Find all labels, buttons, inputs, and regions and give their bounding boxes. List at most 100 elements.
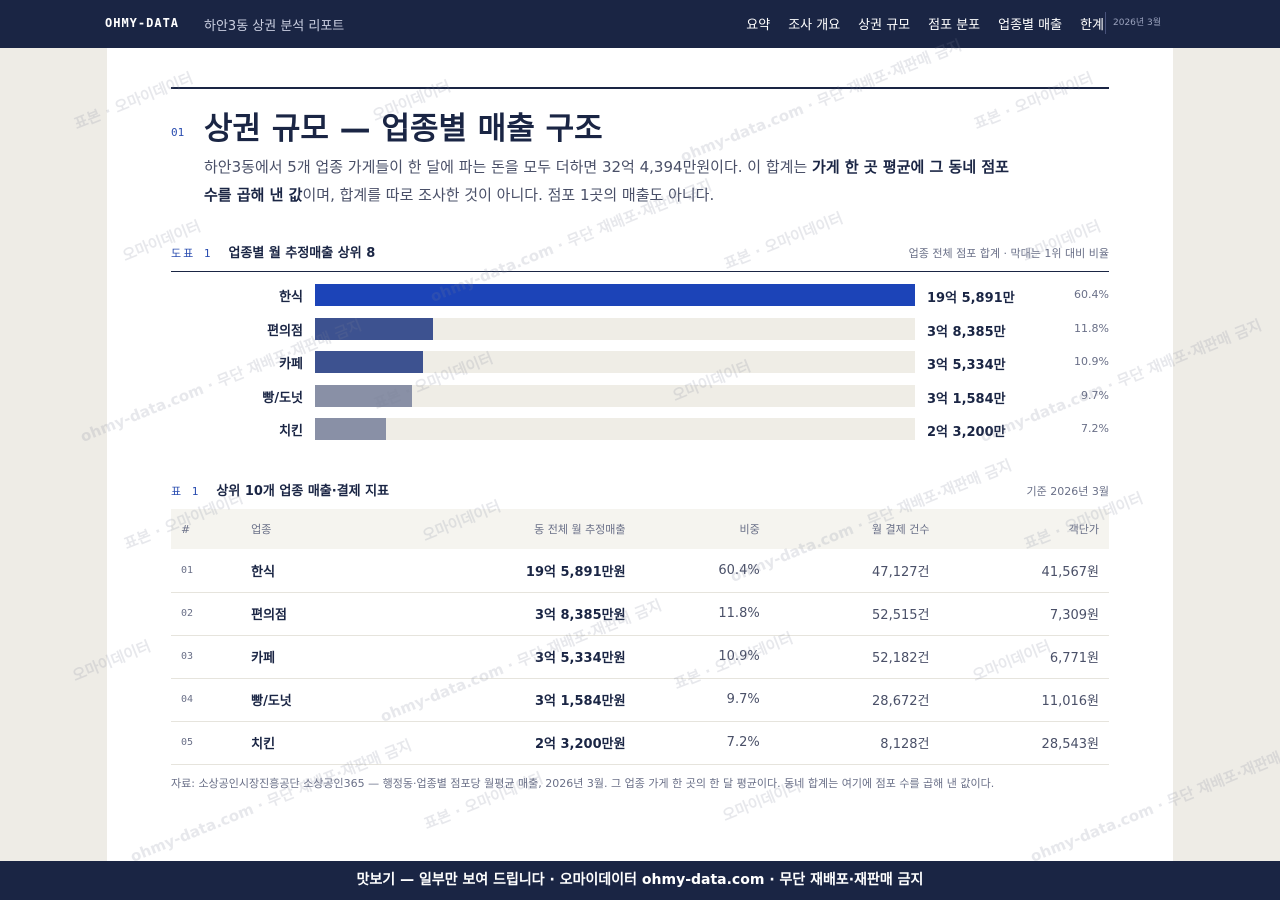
lede-text: 이며, 합계를 따로 조사한 것이 아니다. 점포 1곳의 매출도 아니다. (302, 186, 715, 204)
table-cell: 3억 5,334만원 (373, 635, 636, 679)
bar-track (315, 284, 915, 306)
table-cell: 7.2% (635, 721, 770, 765)
bar-track (315, 317, 915, 340)
section-number: 01 (171, 126, 185, 139)
table-cell: 11.8% (635, 592, 770, 636)
figure-title: 업종별 월 추정매출 상위 8 (228, 246, 376, 261)
table-cell: 10.9% (635, 635, 770, 679)
footer: 맛보기 — 일부만 보여 드립니다 · 오마이데이터 ohmy-data.com… (0, 861, 1280, 900)
nav-item[interactable]: 요약 (746, 18, 771, 33)
bar-row: 빵/도넛 3억 1,584만 9.7% (171, 384, 1109, 407)
table-row: 01 한식 19억 5,891만원 60.4% 47,127건 41,567원 (171, 549, 1109, 593)
table-cell: 47,127건 (769, 549, 940, 593)
table-cell: 3억 8,385만원 (373, 592, 636, 636)
table-header: # 업종 동 전체 월 추정매출 비중 월 결제 건수 객단가 (171, 509, 1109, 549)
bar (315, 351, 424, 373)
table-cell: 52,515건 (769, 592, 940, 636)
table-row: 02 편의점 3억 8,385만원 11.8% 52,515건 7,309원 (171, 592, 1109, 636)
bar-row: 편의점 3억 8,385만 11.8% (171, 317, 1109, 340)
table-cell: 한식 (241, 549, 374, 593)
bar (315, 384, 412, 407)
table-title: 상위 10개 업종 매출·결제 지표 (216, 484, 390, 499)
bar-share: 60.4% (1074, 288, 1109, 301)
nav-item[interactable]: 조사 개요 (788, 18, 841, 33)
column-header: # (171, 509, 242, 549)
figure-note: 업종 전체 점포 합계 · 막대는 1위 대비 비율 (908, 247, 1109, 260)
table-cell: 빵/도넛 (241, 678, 374, 722)
nav-item[interactable]: 업종별 매출 (998, 18, 1063, 33)
column-header: 객단가 (939, 509, 1109, 549)
brand[interactable]: OHMY-DATA (105, 16, 180, 30)
table-note: 기준 2026년 3월 (1026, 485, 1109, 498)
bar-value: 3억 8,385만 (927, 324, 1006, 340)
table-cell: 8,128건 (769, 721, 940, 765)
table-cell: 9.7% (635, 678, 770, 722)
table: # 업종 동 전체 월 추정매출 비중 월 결제 건수 객단가 01 한식 19억 5,891만… (171, 509, 1109, 765)
table-cell: 03 (171, 635, 242, 679)
table-cell: 52,182건 (769, 635, 940, 679)
bar-label: 편의점 (267, 323, 303, 339)
table-cell: 11,016원 (939, 678, 1109, 722)
bar-share: 7.2% (1081, 422, 1109, 435)
lede-text: 하안3동에서 5개 업종 가게들이 한 달에 파는 돈을 모두 더하면 32억 … (204, 158, 813, 176)
bar (315, 418, 387, 440)
bar-label: 카페 (279, 357, 303, 372)
bar (315, 317, 433, 340)
table-cell: 카페 (241, 635, 374, 679)
bar-track (315, 351, 915, 373)
table-caption: 표 1 상위 10개 업종 매출·결제 지표 기준 2026년 3월 (171, 480, 1109, 509)
table-cell: 60.4% (635, 549, 770, 593)
table-cell: 41,567원 (939, 549, 1109, 593)
bar-row: 치킨 2억 3,200만 7.2% (171, 418, 1109, 440)
table-cell: 19억 5,891만원 (373, 549, 636, 593)
column-header: 동 전체 월 추정매출 (373, 509, 636, 549)
nav: 요약 조사 개요 상권 규모 점포 분포 업종별 매출 한계 (746, 14, 1104, 33)
figure-label: 도표 1 (171, 247, 213, 260)
report-title: 하안3동 상권 분석 리포트 (204, 19, 345, 34)
bar-share: 11.8% (1074, 321, 1109, 335)
table-cell: 01 (171, 549, 242, 593)
table-cell: 04 (171, 678, 242, 722)
table-cell: 02 (171, 592, 242, 636)
table-cell: 28,672건 (769, 678, 940, 722)
table-row: 04 빵/도넛 3억 1,584만원 9.7% 28,672건 11,016원 (171, 678, 1109, 722)
nav-item[interactable]: 상권 규모 (858, 18, 911, 33)
source: 자료: 소상공인시장진흥공단 소상공인365 — 행정동·업종별 점포당 월평균… (171, 777, 995, 790)
figure-caption: 도표 1 업종별 월 추정매출 상위 8 업종 전체 점포 합계 · 막대는 1… (171, 242, 1109, 272)
bar-value: 19억 5,891만 (927, 291, 1015, 306)
bar-track (315, 384, 915, 407)
table-row: 05 치킨 2억 3,200만원 7.2% 8,128건 28,543원 (171, 721, 1109, 765)
table-cell: 2억 3,200만원 (373, 721, 636, 765)
bar-share: 9.7% (1081, 388, 1109, 402)
bar-track (315, 418, 915, 440)
table-cell: 3억 1,584만원 (373, 678, 636, 722)
bar-value: 3억 5,334만 (927, 358, 1006, 373)
table-label: 표 1 (171, 485, 201, 498)
top-bar: OHMY-DATA 하안3동 상권 분석 리포트 요약 조사 개요 상권 규모 점포 … (0, 0, 1280, 48)
lede-bold: 가게 한 곳 평균에 그 동네 점포 수를 곱해 낸 값 (204, 158, 1009, 204)
table-cell: 05 (171, 721, 242, 765)
column-header: 월 결제 건수 (769, 509, 940, 549)
column-header: 비중 (635, 509, 770, 549)
date: 2026년 3월 (1105, 12, 1161, 34)
bar-label: 빵/도넛 (262, 390, 303, 406)
column-header: 업종 (241, 509, 374, 549)
table-cell: 치킨 (241, 721, 374, 765)
bar-share: 10.9% (1074, 355, 1109, 368)
nav-item[interactable]: 한계 (1080, 18, 1104, 33)
lede: 하안3동에서 5개 업종 가게들이 한 달에 파는 돈을 모두 더하면 32억 … (204, 153, 1014, 209)
bar-label: 한식 (279, 290, 303, 305)
bar-label: 치킨 (279, 424, 303, 439)
bar-value: 3억 1,584만 (927, 391, 1006, 407)
nav-item[interactable]: 점포 분포 (928, 18, 981, 33)
table-cell: 편의점 (241, 592, 374, 636)
table-cell: 7,309원 (939, 592, 1109, 636)
rule (171, 87, 1109, 89)
bar-row: 한식 19억 5,891만 60.4% (171, 284, 1109, 306)
bar-row: 카페 3억 5,334만 10.9% (171, 351, 1109, 373)
section-title: 상권 규모 — 업종별 매출 구조 (204, 111, 603, 147)
bar-value: 2억 3,200만 (927, 425, 1006, 440)
bar (315, 284, 915, 306)
table-row: 03 카페 3억 5,334만원 10.9% 52,182건 6,771원 (171, 635, 1109, 679)
